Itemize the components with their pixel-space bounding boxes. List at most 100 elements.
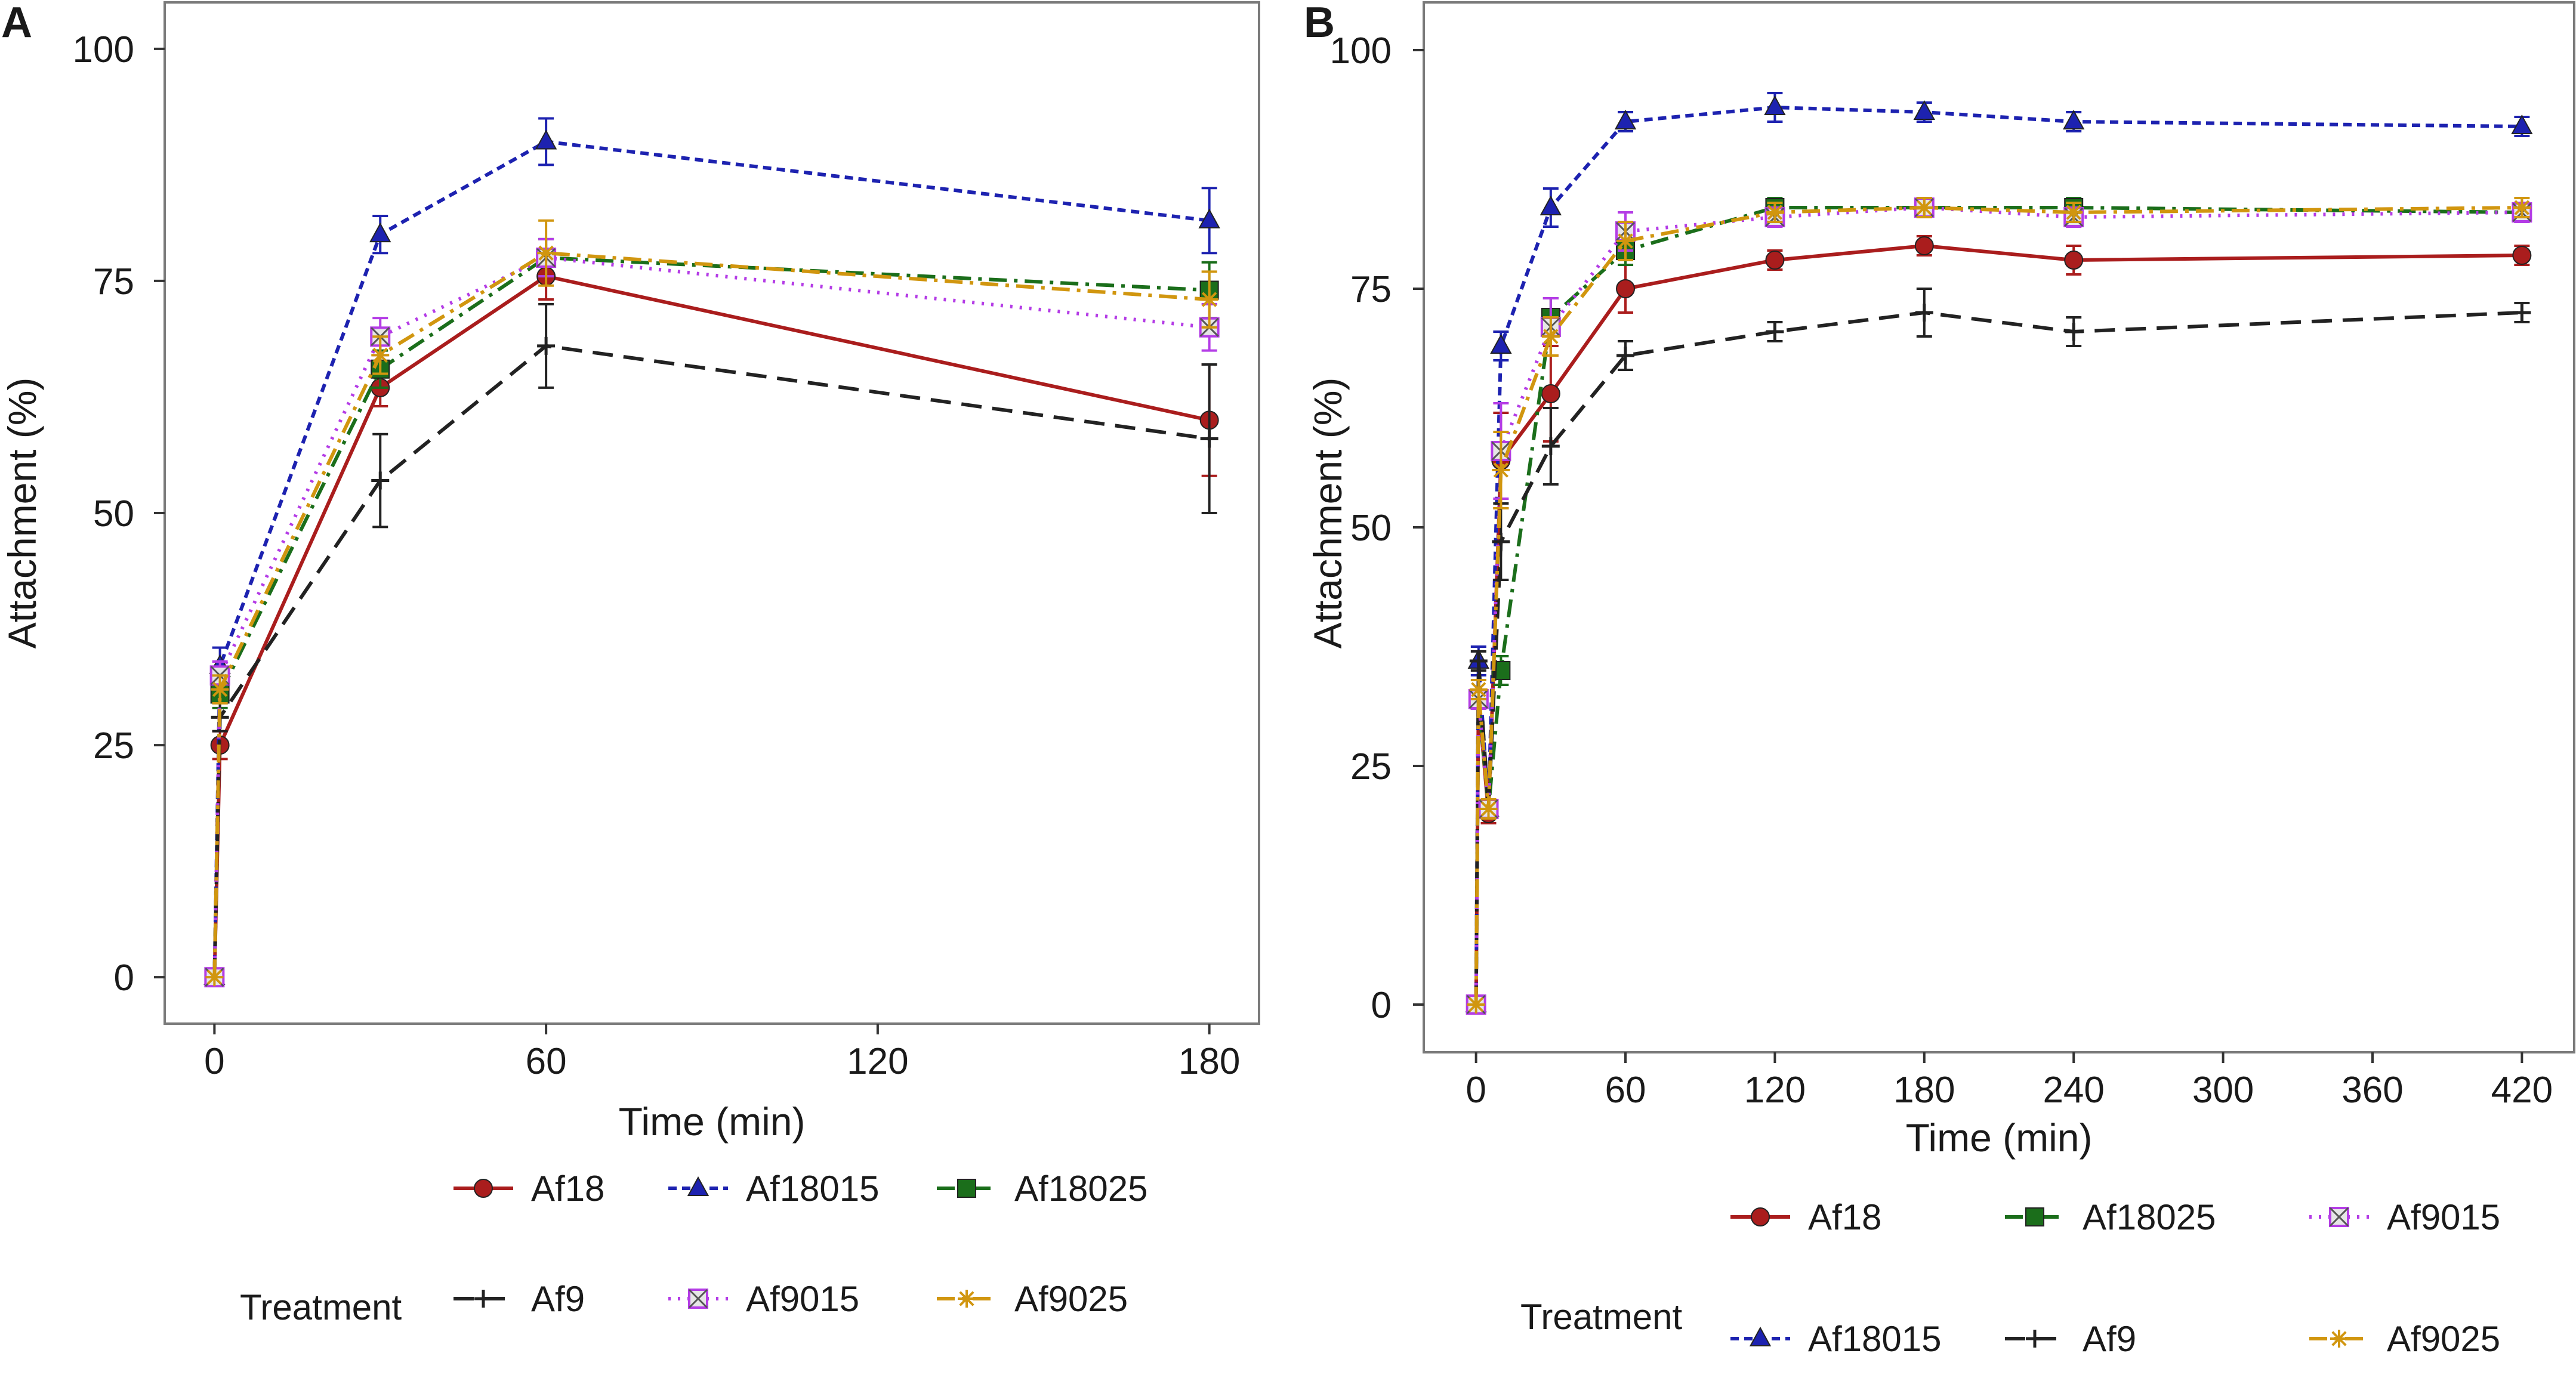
data-point bbox=[1479, 800, 1498, 818]
legend-label: Af9015 bbox=[2387, 1197, 2500, 1237]
data-point bbox=[1490, 333, 1512, 354]
series-af9025 bbox=[1467, 197, 2531, 1014]
y-tick-label: 0 bbox=[114, 957, 134, 999]
series-line bbox=[212, 256, 1210, 978]
data-point bbox=[1766, 323, 1784, 341]
series-line bbox=[1474, 206, 2522, 1005]
data-point bbox=[1198, 208, 1220, 228]
legend-title-b: Treatment bbox=[1520, 1297, 1683, 1337]
data-point bbox=[1469, 652, 1488, 670]
legend-label: Af9 bbox=[2083, 1319, 2136, 1359]
data-point bbox=[2064, 251, 2084, 270]
data-point bbox=[2511, 114, 2533, 134]
legend-item-af18025: Af18025 bbox=[2005, 1197, 2216, 1237]
data-point bbox=[1540, 195, 1562, 215]
data-point bbox=[1467, 996, 1485, 1014]
legend-item-af9015: Af9015 bbox=[2309, 1197, 2500, 1237]
data-point bbox=[1765, 251, 1785, 270]
x-tick-label: 240 bbox=[2043, 1070, 2104, 1111]
legend-item-af9: Af9 bbox=[454, 1279, 585, 1319]
legend-key-marker bbox=[1749, 1326, 1772, 1346]
legend-label: Af9 bbox=[531, 1279, 585, 1319]
y-tick-label: 0 bbox=[1371, 985, 1392, 1026]
x-axis-title-b: Time (min) bbox=[1906, 1116, 2093, 1160]
data-point bbox=[1541, 327, 1560, 345]
data-point bbox=[2513, 199, 2531, 217]
plot-frame-b bbox=[1423, 1, 2575, 1053]
data-point bbox=[1200, 291, 1218, 309]
series-af18025 bbox=[1466, 197, 2532, 1014]
x-tick-label: 60 bbox=[1605, 1070, 1646, 1111]
data-point bbox=[205, 968, 224, 987]
series-af9025 bbox=[205, 219, 1218, 987]
y-axis-title-b: Attachment (%) bbox=[1306, 378, 1350, 649]
data-point bbox=[1492, 461, 1510, 479]
data-point bbox=[371, 471, 390, 490]
data-point bbox=[2065, 203, 2083, 221]
legend-item-af9015: Af9015 bbox=[668, 1279, 859, 1319]
y-tick-label: 75 bbox=[93, 261, 134, 302]
data-point bbox=[371, 346, 390, 364]
x-tick-label: 360 bbox=[2341, 1070, 2403, 1111]
series-line bbox=[212, 344, 1210, 978]
legend-label: Af18015 bbox=[746, 1169, 880, 1209]
y-tick-label: 75 bbox=[1350, 269, 1392, 310]
plot-frame-a bbox=[163, 1, 1260, 1025]
series-af9 bbox=[1467, 288, 2531, 1014]
series-af18 bbox=[205, 252, 1219, 987]
legend-item-af18025: Af18025 bbox=[937, 1169, 1148, 1209]
x-tick-label: 0 bbox=[1466, 1070, 1486, 1111]
x-tick-label: 120 bbox=[1744, 1070, 1806, 1111]
data-point bbox=[211, 680, 229, 699]
legend-label: Af18025 bbox=[1014, 1169, 1148, 1209]
series-af9015 bbox=[204, 237, 1220, 988]
series-line bbox=[1474, 311, 2522, 1005]
y-tick-label: 50 bbox=[1350, 508, 1392, 549]
legend-label: Af18015 bbox=[1808, 1319, 1942, 1359]
x-axis-title-a: Time (min) bbox=[619, 1099, 806, 1144]
x-tick-label: 0 bbox=[204, 1041, 224, 1082]
legend-key-marker bbox=[957, 1179, 976, 1198]
data-point bbox=[1913, 100, 1935, 120]
legend-key-marker bbox=[687, 1176, 709, 1196]
data-point bbox=[1616, 279, 1636, 298]
legend-a: Af18 Af18015 Af18025 Af9 Af9015 Af9025 bbox=[454, 1169, 1148, 1319]
data-point bbox=[1766, 203, 1784, 221]
legend-key-marker bbox=[474, 1290, 492, 1308]
y-tick-label: 100 bbox=[1330, 30, 1392, 72]
data-point bbox=[1200, 430, 1218, 448]
data-point bbox=[1469, 681, 1488, 699]
data-point bbox=[2513, 304, 2531, 322]
x-tick-label: 180 bbox=[1893, 1070, 1955, 1111]
data-point bbox=[535, 129, 557, 150]
legend-item-af9: Af9 bbox=[2005, 1319, 2136, 1359]
legend-key-marker bbox=[958, 1290, 976, 1308]
legend-label: Af9025 bbox=[1014, 1279, 1128, 1319]
data-point bbox=[2512, 246, 2532, 265]
legend-b: Af18 Af18025 Af9015 Af18015 Af9 Af9025 bbox=[1730, 1197, 2500, 1359]
legend-label: Af9015 bbox=[746, 1279, 859, 1319]
y-tick-label: 25 bbox=[1350, 746, 1392, 787]
series-line bbox=[1474, 244, 2522, 1005]
legend-key-marker bbox=[2026, 1330, 2044, 1348]
panel-label-b: B bbox=[1304, 0, 1335, 47]
x-tick-label: 120 bbox=[847, 1041, 908, 1082]
legend-key-marker bbox=[688, 1289, 708, 1309]
panel-label-a: A bbox=[1, 0, 32, 47]
data-point bbox=[537, 244, 556, 262]
y-tick-label: 25 bbox=[93, 725, 134, 767]
data-point bbox=[369, 223, 391, 243]
x-tick-label: 300 bbox=[2192, 1070, 2254, 1111]
legend-item-af9025: Af9025 bbox=[2309, 1319, 2500, 1359]
series-af18025 bbox=[205, 237, 1219, 987]
legend-key-marker bbox=[474, 1179, 493, 1198]
legend-label: Af18025 bbox=[2083, 1197, 2216, 1237]
y-tick-label: 100 bbox=[73, 29, 134, 70]
data-point bbox=[1915, 304, 1933, 322]
series-af9 bbox=[205, 302, 1218, 987]
data-point bbox=[1492, 533, 1510, 551]
legend-item-af9025: Af9025 bbox=[937, 1279, 1128, 1319]
legend-item-af18015: Af18015 bbox=[668, 1169, 880, 1209]
